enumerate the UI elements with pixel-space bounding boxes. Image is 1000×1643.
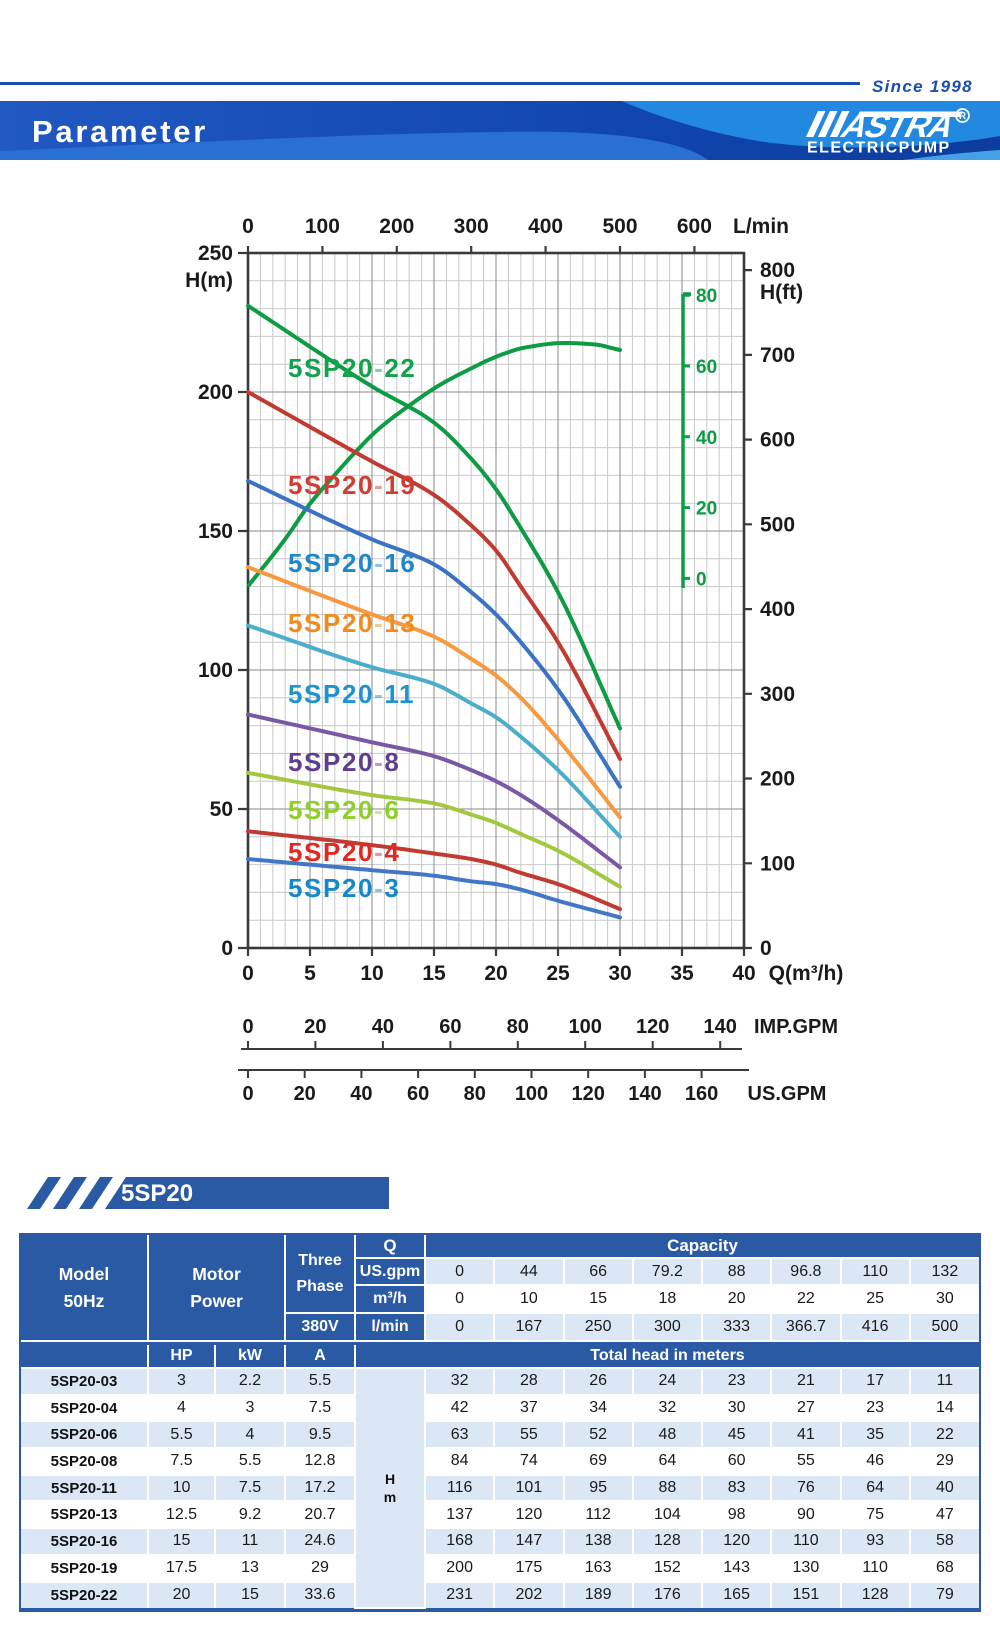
svg-text:20: 20	[304, 1016, 326, 1038]
svg-text:20: 20	[484, 962, 507, 985]
svg-text:5: 5	[304, 962, 316, 985]
svg-text:80: 80	[507, 1016, 529, 1038]
svg-text:0: 0	[696, 569, 707, 590]
svg-text:5SP20-4: 5SP20-4	[288, 837, 400, 867]
svg-text:0: 0	[221, 937, 233, 960]
svg-text:5SP20-22: 5SP20-22	[288, 353, 416, 383]
svg-text:200: 200	[198, 381, 233, 404]
svg-text:140: 140	[628, 1083, 661, 1105]
svg-text:300: 300	[760, 683, 795, 706]
svg-text:0: 0	[760, 937, 772, 960]
svg-text:IMP.GPM: IMP.GPM	[754, 1016, 838, 1038]
svg-text:120: 120	[572, 1083, 605, 1105]
svg-text:20: 20	[294, 1083, 316, 1105]
svg-text:0: 0	[242, 962, 254, 985]
svg-text:35: 35	[670, 962, 694, 985]
svg-text:0: 0	[242, 1016, 253, 1038]
svg-text:10: 10	[360, 962, 383, 985]
svg-text:600: 600	[677, 215, 712, 238]
svg-text:5SP20-8: 5SP20-8	[288, 747, 400, 777]
svg-text:US.GPM: US.GPM	[748, 1083, 827, 1105]
svg-text:25: 25	[546, 962, 570, 985]
svg-text:500: 500	[602, 215, 637, 238]
svg-text:60: 60	[696, 357, 717, 378]
svg-text:140: 140	[704, 1016, 737, 1038]
svg-text:40: 40	[350, 1083, 372, 1105]
svg-text:Parameter: Parameter	[32, 114, 208, 149]
svg-text:5SP20-16: 5SP20-16	[288, 548, 416, 578]
svg-text:30: 30	[608, 962, 631, 985]
svg-text:100: 100	[198, 659, 233, 682]
svg-text:5SP20-6: 5SP20-6	[288, 795, 400, 825]
svg-text:15: 15	[422, 962, 446, 985]
svg-text:40: 40	[732, 962, 755, 985]
svg-text:50: 50	[210, 798, 233, 821]
svg-text:160: 160	[685, 1083, 718, 1105]
svg-text:100: 100	[515, 1083, 548, 1105]
svg-text:Q(m³/h): Q(m³/h)	[769, 962, 844, 985]
svg-text:5SP20-3: 5SP20-3	[288, 873, 400, 903]
svg-text:120: 120	[636, 1016, 669, 1038]
svg-text:500: 500	[760, 513, 795, 536]
svg-text:5SP20-11: 5SP20-11	[288, 679, 415, 709]
svg-text:40: 40	[372, 1016, 394, 1038]
svg-text:250: 250	[198, 242, 233, 265]
svg-text:700: 700	[760, 344, 795, 367]
svg-text:400: 400	[528, 215, 563, 238]
svg-text:60: 60	[407, 1083, 429, 1105]
svg-text:300: 300	[454, 215, 489, 238]
svg-text:200: 200	[379, 215, 414, 238]
svg-text:H(m): H(m)	[185, 269, 233, 292]
svg-text:R: R	[959, 111, 967, 122]
svg-text:L/min: L/min	[733, 215, 789, 238]
svg-text:5SP20-13: 5SP20-13	[288, 608, 416, 638]
svg-text:100: 100	[760, 852, 795, 875]
svg-text:40: 40	[696, 428, 717, 449]
svg-text:0: 0	[242, 215, 254, 238]
svg-text:5SP20-19: 5SP20-19	[288, 470, 416, 500]
svg-text:200: 200	[760, 768, 795, 791]
svg-text:H(ft): H(ft)	[760, 281, 803, 304]
svg-text:800: 800	[760, 259, 795, 282]
svg-text:60: 60	[439, 1016, 461, 1038]
svg-text:600: 600	[760, 429, 795, 452]
svg-text:20: 20	[696, 499, 717, 520]
svg-text:400: 400	[760, 598, 795, 621]
svg-text:5SP20: 5SP20	[121, 1180, 193, 1207]
svg-text:80: 80	[464, 1083, 486, 1105]
svg-text:0: 0	[242, 1083, 253, 1105]
svg-text:100: 100	[569, 1016, 602, 1038]
svg-text:ELECTRICPUMP: ELECTRICPUMP	[807, 140, 951, 157]
svg-text:80: 80	[696, 286, 717, 307]
svg-text:100: 100	[305, 215, 340, 238]
svg-text:150: 150	[198, 520, 233, 543]
